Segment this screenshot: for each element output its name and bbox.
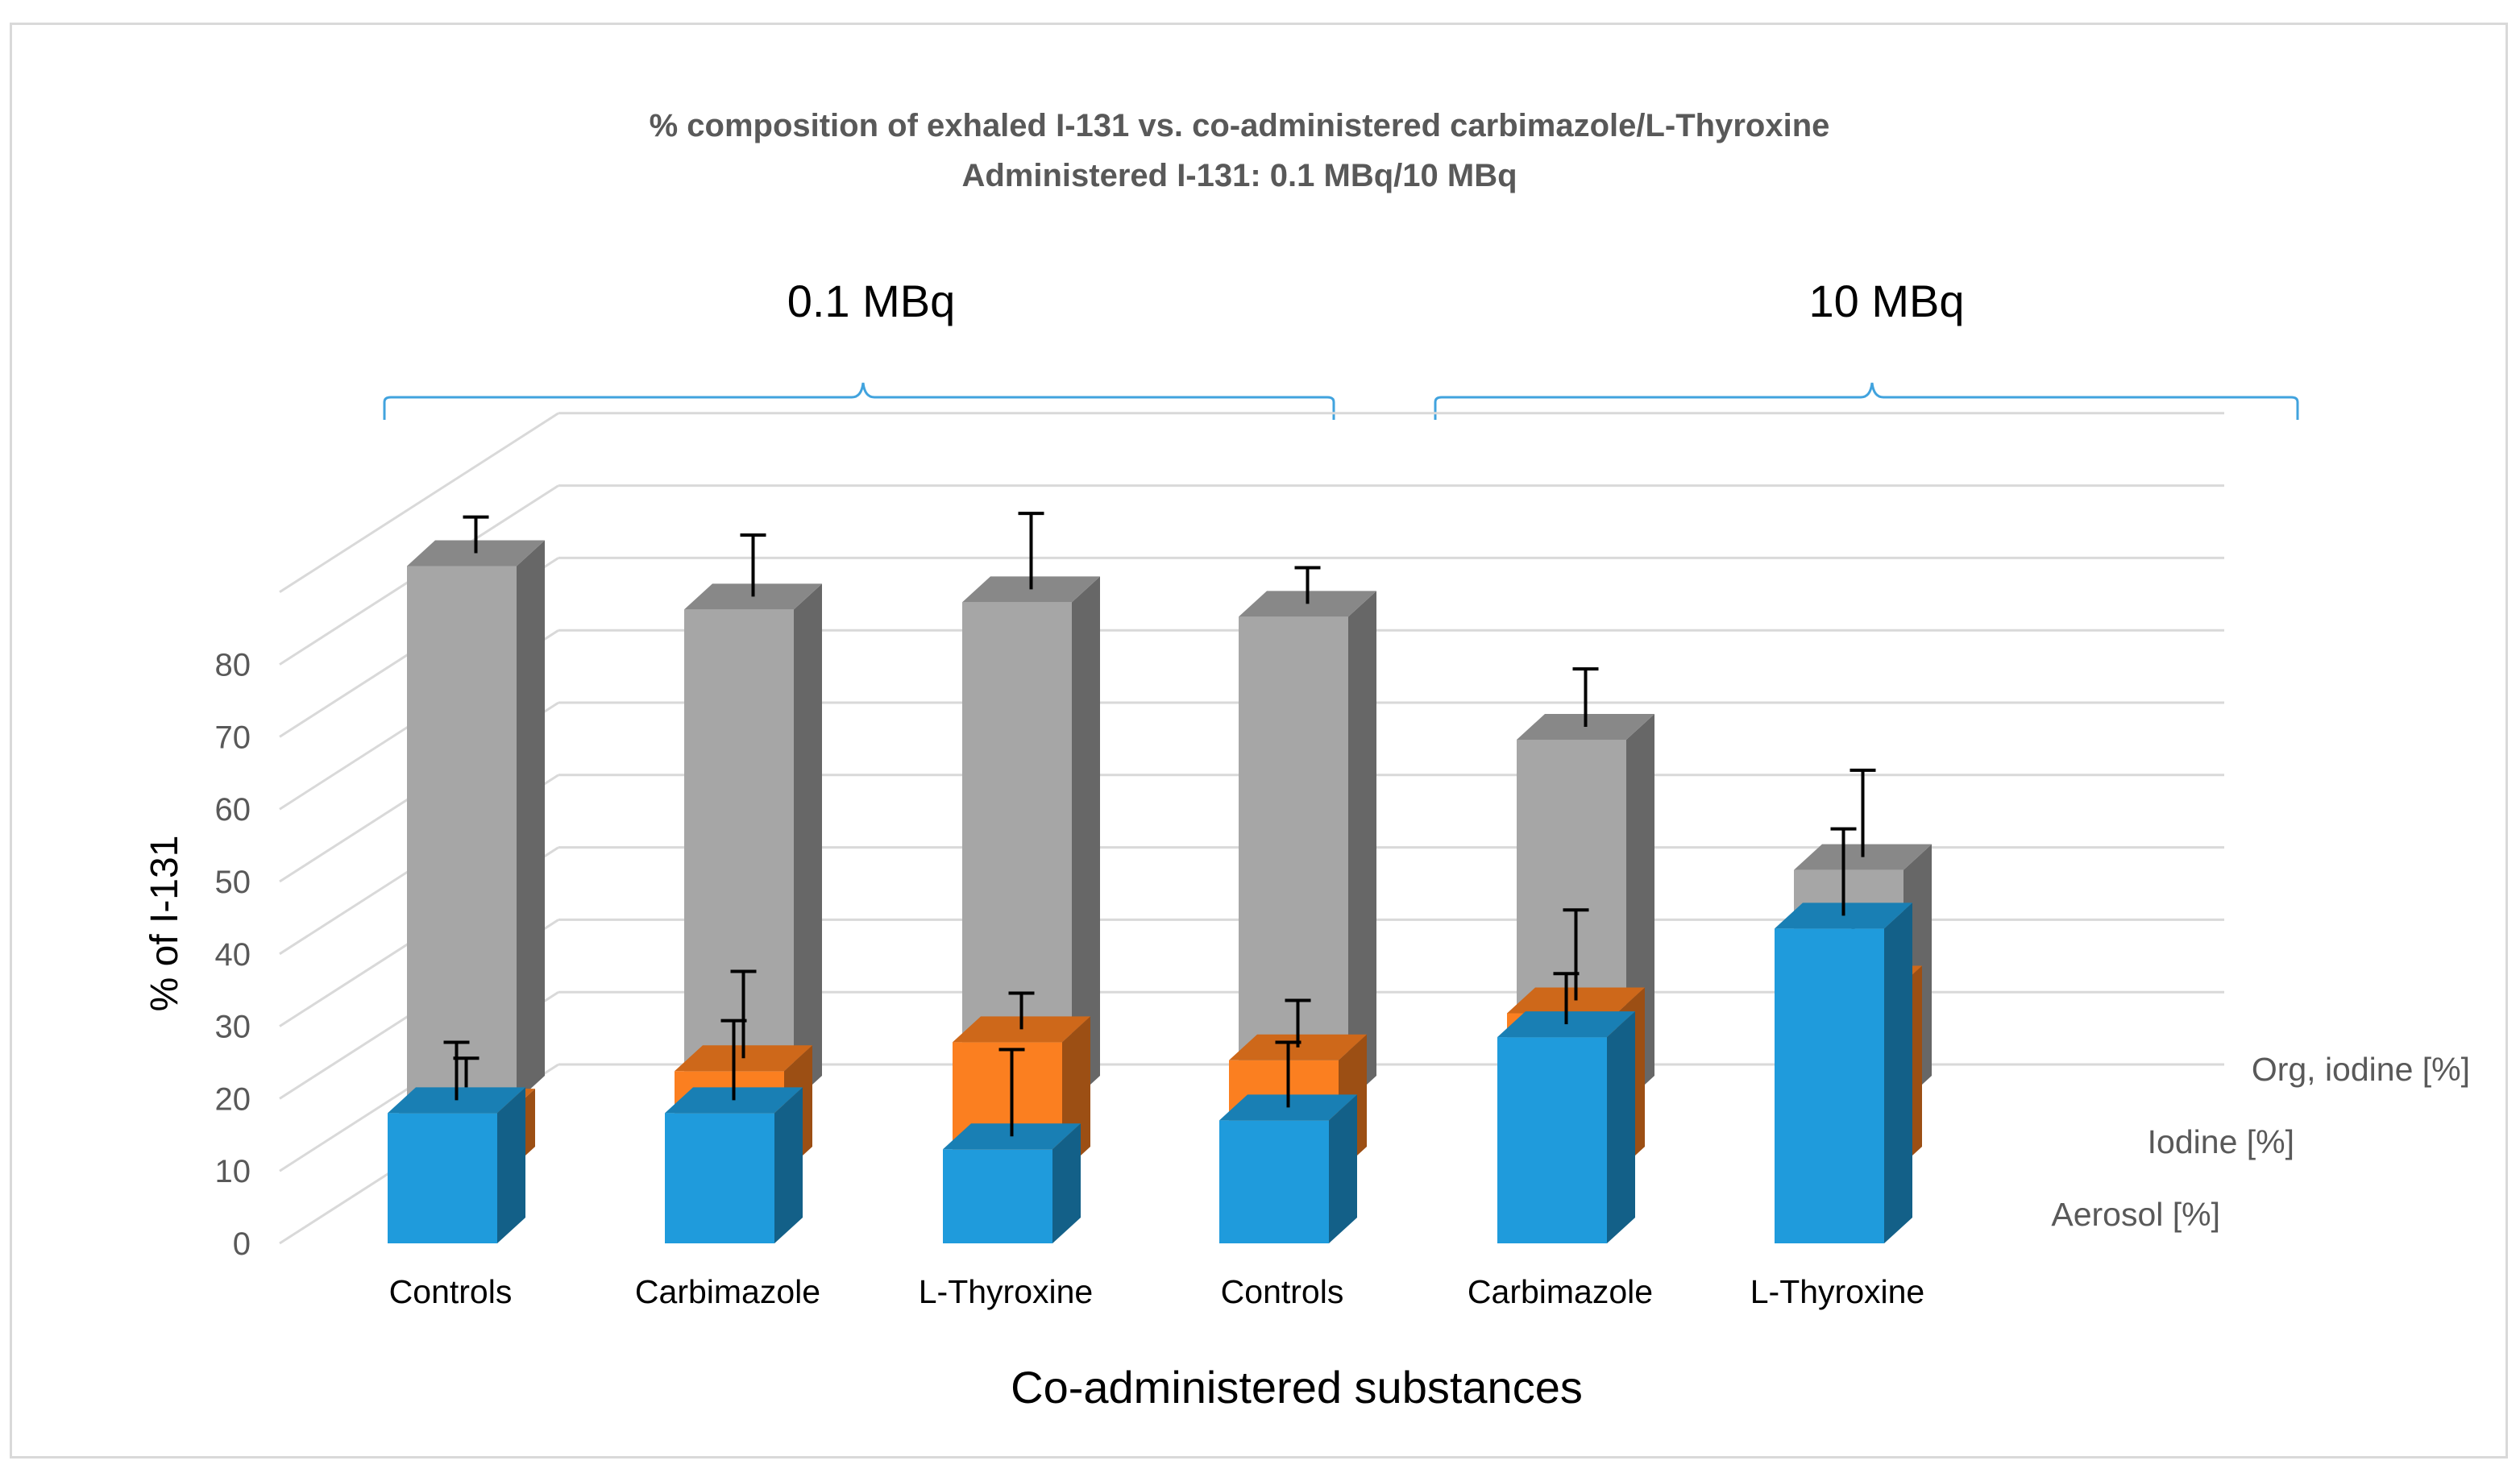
gridline-depth <box>279 412 559 594</box>
group-brace-10mbq <box>1434 382 2299 420</box>
category-label: L-Thyroxine <box>1750 1273 1924 1310</box>
category-label: L-Thyroxine <box>919 1273 1093 1310</box>
chart-titles: % composition of exhaled I-131 vs. co-ad… <box>650 108 1830 193</box>
category-label: Carbimazole <box>635 1273 820 1310</box>
bar-front <box>943 1149 1052 1243</box>
bar-side <box>1329 1094 1357 1243</box>
bar-front <box>665 1113 774 1243</box>
y-tick-label: 40 <box>215 937 251 973</box>
category-label: Controls <box>389 1273 513 1310</box>
bar-3d <box>943 1048 1081 1243</box>
chart-title: % composition of exhaled I-131 vs. co-ad… <box>650 108 1830 143</box>
bar-3d <box>407 515 545 1102</box>
series-labels: Aerosol [%] Iodine [%] Org, iodine [%] <box>2051 1051 2470 1233</box>
bar-front <box>1219 1120 1329 1243</box>
bar-3d <box>1239 566 1376 1102</box>
category-labels: Controls Carbimazole L-Thyroxine Control… <box>389 1273 1925 1310</box>
bar-front <box>1775 928 1884 1243</box>
series-label: Org, iodine [%] <box>2252 1051 2470 1088</box>
bar-3d <box>1775 827 1912 1243</box>
bar-3d <box>1497 972 1635 1243</box>
bar-side <box>1607 1011 1635 1243</box>
y-tick-label: 10 <box>215 1154 251 1189</box>
bar-front <box>1239 616 1348 1102</box>
category-label: Controls <box>1221 1273 1344 1310</box>
bar-side <box>1884 902 1912 1243</box>
y-tick-label: 0 <box>233 1226 251 1262</box>
group-label-0.1mbq: 0.1 MBq <box>787 276 956 326</box>
chart-svg: % composition of exhaled I-131 vs. co-ad… <box>143 108 2470 1413</box>
y-tick-label: 70 <box>215 720 251 755</box>
x-axis-label: Co-administered substances <box>1011 1362 1583 1413</box>
bar-3d <box>962 512 1100 1102</box>
bar-side <box>794 583 822 1102</box>
y-tick-label: 80 <box>215 648 251 683</box>
bar-side <box>1052 1123 1081 1243</box>
bar-side <box>1072 576 1100 1102</box>
bar-3d <box>665 1019 803 1243</box>
group-label-10mbq: 10 MBq <box>1809 276 1965 326</box>
y-tick-label: 60 <box>215 792 251 828</box>
y-tick-label: 30 <box>215 1010 251 1045</box>
bar-front <box>1497 1037 1607 1243</box>
category-label: Carbimazole <box>1468 1273 1653 1310</box>
bar-3d <box>1219 1040 1357 1243</box>
bar-side <box>1348 591 1376 1102</box>
y-tick-label: 20 <box>215 1081 251 1117</box>
y-tick-label: 50 <box>215 865 251 900</box>
chart-frame: % composition of exhaled I-131 vs. co-ad… <box>10 23 2508 1458</box>
bars <box>388 512 1932 1243</box>
y-axis-label: % of I-131 <box>143 836 186 1012</box>
bar-front <box>684 609 794 1102</box>
group-brace-0.1mbq <box>383 382 1335 420</box>
bar-3d <box>684 533 822 1102</box>
bar-3d <box>388 1040 525 1243</box>
bar-front <box>388 1113 497 1243</box>
bar-side <box>517 540 545 1102</box>
bar-side <box>774 1087 803 1243</box>
series-label: Aerosol [%] <box>2051 1196 2220 1233</box>
series-label: Iodine [%] <box>2148 1123 2294 1160</box>
y-axis-ticks: 0 10 20 30 40 50 60 70 80 <box>215 648 251 1262</box>
chart-subtitle: Administered I-131: 0.1 MBq/10 MBq <box>961 158 1517 193</box>
bar-front <box>407 566 517 1102</box>
bar-side <box>497 1087 525 1243</box>
